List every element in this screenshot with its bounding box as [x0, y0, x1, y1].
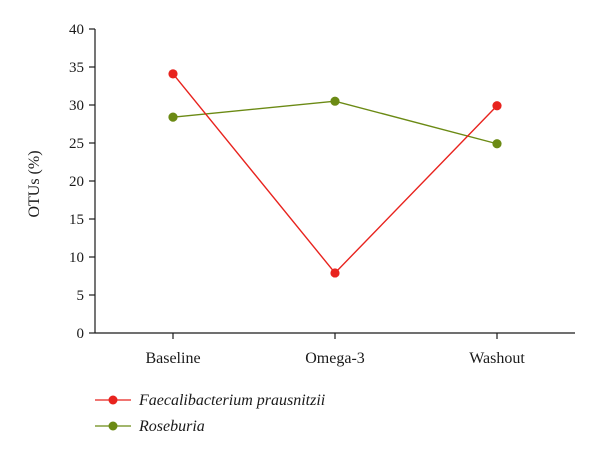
y-axis-title: OTUs (%) — [26, 150, 43, 217]
y-tick-label: 30 — [69, 98, 84, 114]
data-point — [492, 101, 502, 111]
y-tick-label: 15 — [69, 212, 84, 228]
x-tick-label: Omega-3 — [305, 350, 365, 367]
y-ticks: 0 5 10 15 20 25 30 35 40 — [69, 22, 95, 342]
data-point — [168, 112, 178, 122]
series-layer — [168, 69, 502, 278]
legend-label: Roseburia — [138, 418, 205, 435]
legend-swatch-marker — [108, 421, 118, 431]
x-tick-label: Baseline — [145, 350, 200, 367]
axes: 0 5 10 15 20 25 30 35 40 Baseline Omega-3 Washout — [69, 22, 575, 367]
y-tick-label: 40 — [69, 22, 84, 38]
series-line — [172, 100, 498, 145]
series-faecalibacterium — [168, 69, 502, 278]
legend-item: Faecalibacterium prausnitzii — [95, 392, 325, 409]
x-ticks: Baseline Omega-3 Washout — [145, 333, 525, 367]
data-point — [168, 69, 178, 79]
y-tick-label: 20 — [69, 174, 84, 190]
legend-swatch-marker — [108, 395, 118, 405]
y-tick-label: 5 — [77, 288, 85, 304]
legend-item: Roseburia — [95, 418, 205, 435]
legend: Faecalibacterium prausnitzii Roseburia — [95, 392, 325, 435]
data-point — [330, 96, 340, 106]
y-tick-label: 35 — [69, 60, 84, 76]
x-tick-label: Washout — [469, 350, 525, 367]
series-roseburia — [168, 96, 502, 149]
y-tick-label: 25 — [69, 136, 84, 152]
data-point — [330, 268, 340, 278]
data-point — [492, 139, 502, 149]
legend-label: Faecalibacterium prausnitzii — [138, 392, 325, 409]
y-tick-label: 0 — [77, 326, 85, 342]
y-tick-label: 10 — [69, 250, 84, 266]
